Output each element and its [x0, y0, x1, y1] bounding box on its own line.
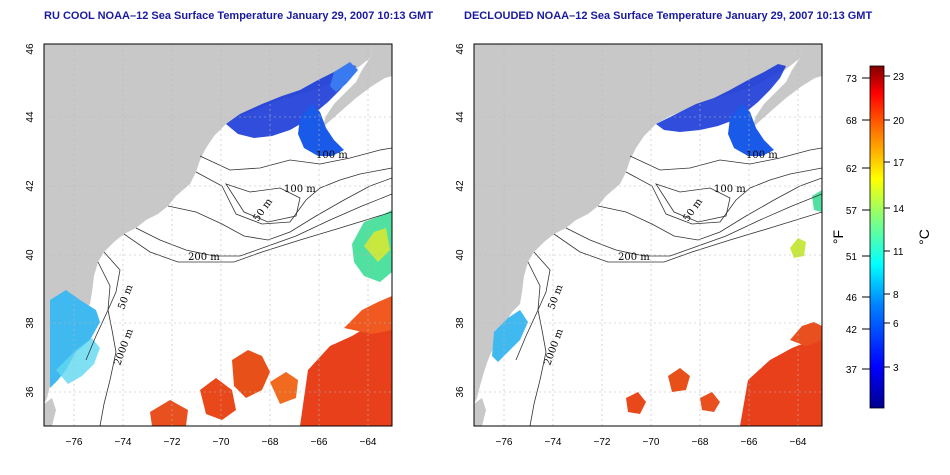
right-sst-gulf-stream-main	[740, 336, 822, 426]
colorbar-c-tick: 8	[893, 290, 899, 301]
colorbar-c-tick: 11	[893, 247, 904, 258]
right-x-tick: −70	[643, 437, 660, 448]
left-sst-warm-filament-core	[364, 228, 390, 262]
contour-label: 200 m	[618, 252, 650, 263]
left-x-tick: −72	[164, 437, 181, 448]
colorbar-c-tick: 6	[893, 319, 899, 330]
right-grid	[474, 44, 822, 426]
right-x-ticks: −76 −74 −72 −70 −68 −66 −64	[496, 437, 807, 448]
left-land-nova-scotia	[322, 44, 392, 128]
right-sst-warm-edge	[812, 190, 822, 212]
left-land-cape-hatteras	[44, 398, 56, 426]
colorbar-c-tick: 14	[893, 204, 905, 215]
left-y-tick: 36	[25, 386, 36, 398]
left-x-tick: −76	[66, 437, 83, 448]
left-x-tick: −66	[311, 437, 328, 448]
right-y-tick: 38	[455, 317, 466, 329]
left-x-tick: −70	[213, 437, 230, 448]
right-sst-gulf-of-maine	[656, 64, 786, 132]
left-y-tick: 42	[25, 180, 36, 192]
left-contours	[85, 147, 392, 426]
contour-label: 200 m	[188, 252, 220, 263]
left-y-ticks: 36 38 40 42 44 46	[25, 43, 36, 398]
colorbar-f-tick: 57	[846, 206, 858, 217]
left-panel-title: RU COOL NOAA–12 Sea Surface Temperature …	[44, 10, 434, 22]
right-y-tick: 40	[455, 249, 466, 261]
colorbar-f-tick: 51	[846, 252, 858, 263]
left-x-tick: −68	[262, 437, 279, 448]
right-x-tick: −74	[545, 437, 562, 448]
contour-label: 100 m	[714, 184, 746, 195]
colorbar: 73 68 62 57 51 46 42 37 23 20 17 14 11 8…	[830, 65, 932, 409]
right-x-tick: −72	[594, 437, 611, 448]
colorbar-fahrenheit-unit: °F	[830, 230, 846, 244]
left-y-tick: 44	[25, 111, 36, 123]
right-x-tick: −64	[790, 437, 807, 448]
colorbar-fahrenheit-ticks: 73 68 62 57 51 46 42 37	[846, 74, 870, 376]
right-x-tick: −68	[692, 437, 709, 448]
left-x-tick: −64	[360, 437, 377, 448]
contour-label: 100 m	[316, 150, 348, 161]
left-sst-eddy-4	[270, 372, 298, 404]
colorbar-f-tick: 68	[846, 116, 858, 127]
colorbar-celsius-ticks: 23 20 17 14 11 8 6 3	[884, 72, 905, 374]
contour-label: 100 m	[284, 184, 316, 195]
right-x-tick: −76	[496, 437, 513, 448]
colorbar-f-tick: 46	[846, 293, 858, 304]
right-map-panel: −76 −74 −72 −70 −68 −66 −64 36 38 40 42 …	[455, 43, 823, 448]
left-map-panel: −76 −74 −72 −70 −68 −66 −64 36 38 40 42 …	[25, 43, 393, 448]
contour-label: 100 m	[746, 150, 778, 161]
right-panel-title: DECLOUDED NOAA–12 Sea Surface Temperatur…	[464, 10, 873, 22]
colorbar-f-tick: 62	[846, 164, 858, 175]
right-y-tick: 36	[455, 386, 466, 398]
left-x-tick: −74	[115, 437, 132, 448]
right-contours	[515, 147, 822, 426]
left-sst-nova-scotia-coast	[330, 62, 358, 92]
left-sst-gulf-stream-main	[300, 318, 392, 426]
left-y-tick: 38	[25, 317, 36, 329]
right-y-ticks: 36 38 40 42 44 46	[455, 43, 466, 398]
left-sst-eddy-1	[232, 350, 270, 398]
right-y-tick: 46	[455, 43, 466, 55]
left-map-frame	[43, 43, 393, 427]
colorbar-c-tick: 3	[893, 363, 899, 374]
colorbar-c-tick: 17	[893, 158, 905, 169]
right-x-tick: −66	[741, 437, 758, 448]
colorbar-c-tick: 20	[893, 116, 905, 127]
left-sst-eddy-2	[200, 378, 236, 420]
left-y-tick: 46	[25, 43, 36, 55]
right-land-cape-hatteras	[474, 398, 486, 426]
left-x-ticks: −76 −74 −72 −70 −68 −66 −64	[66, 437, 377, 448]
right-map-frame	[473, 43, 823, 427]
right-y-tick: 42	[455, 180, 466, 192]
left-land-mainland	[44, 44, 372, 404]
left-grid	[44, 44, 392, 426]
colorbar-gradient	[869, 65, 885, 409]
right-sst-warm-filament	[790, 238, 806, 258]
right-sst-eddy-3	[700, 392, 720, 412]
colorbar-celsius-unit: °C	[916, 229, 932, 245]
right-land-mainland	[474, 44, 802, 404]
colorbar-f-tick: 73	[846, 74, 858, 85]
left-y-tick: 40	[25, 249, 36, 261]
colorbar-f-tick: 42	[846, 325, 858, 336]
colorbar-c-tick: 23	[893, 72, 905, 83]
left-sst-coastal-shelf	[56, 338, 100, 384]
left-sst-eddy-3	[150, 400, 188, 426]
left-sst-gulf-of-maine	[226, 64, 356, 138]
colorbar-f-tick: 37	[846, 365, 858, 376]
right-sst-eddy-1	[668, 368, 690, 392]
right-sst-eddy-2	[626, 392, 646, 414]
right-land-nova-scotia	[752, 44, 822, 128]
right-y-tick: 44	[455, 111, 466, 123]
